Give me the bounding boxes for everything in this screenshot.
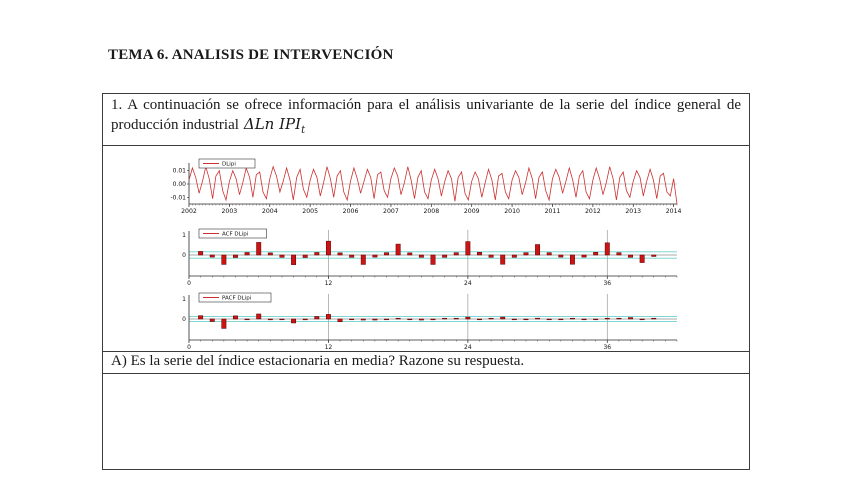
charts-area: 0.01 0.00 -0.01 2002 2003 2004 2005 2006 2007 200… xyxy=(103,146,749,352)
svg-text:36: 36 xyxy=(603,280,611,287)
svg-text:2006: 2006 xyxy=(343,208,359,215)
svg-text:12: 12 xyxy=(325,280,333,287)
svg-text:PACF DLipi: PACF DLipi xyxy=(222,296,252,302)
svg-text:0.01: 0.01 xyxy=(173,168,187,175)
svg-text:12: 12 xyxy=(325,344,333,351)
svg-text:2009: 2009 xyxy=(464,208,480,215)
ipi-series-line-chart: 0.01 0.00 -0.01 2002 2003 2004 2005 2006 2007 200… xyxy=(170,158,682,215)
question-a-text: A) Es la serie del índice estacionaria e… xyxy=(111,353,525,369)
svg-text:2003: 2003 xyxy=(222,208,238,215)
svg-text:-0.01: -0.01 xyxy=(170,194,186,201)
svg-text:2014: 2014 xyxy=(666,208,682,215)
svg-text:24: 24 xyxy=(464,280,472,287)
svg-text:2012: 2012 xyxy=(585,208,601,215)
svg-text:DLipi: DLipi xyxy=(222,162,236,168)
question-1-text: 1. A continuación se ofrece información … xyxy=(111,97,741,133)
svg-text:1: 1 xyxy=(182,232,186,239)
svg-text:0: 0 xyxy=(187,344,191,351)
question-box: 1. A continuación se ofrece información … xyxy=(102,93,750,470)
question-a-cell: A) Es la serie del índice estacionaria e… xyxy=(103,352,749,374)
svg-text:2008: 2008 xyxy=(423,208,439,215)
svg-text:24: 24 xyxy=(464,344,472,351)
svg-text:ACF DLipi: ACF DLipi xyxy=(222,232,249,238)
svg-text:2002: 2002 xyxy=(181,208,197,215)
svg-text:0: 0 xyxy=(182,316,186,323)
svg-text:2010: 2010 xyxy=(504,208,520,215)
svg-text:2011: 2011 xyxy=(545,208,561,215)
formula-delta-ln-ipi: ΔLn IPIt xyxy=(243,115,306,136)
svg-text:2013: 2013 xyxy=(625,208,641,215)
page-title: TEMA 6. ANALISIS DE INTERVENCIÓN xyxy=(108,47,394,63)
svg-text:2005: 2005 xyxy=(302,208,318,215)
acf-bar-chart: 0 12 24 36 1 0 ACF DLipi xyxy=(182,228,678,287)
svg-text:0: 0 xyxy=(187,280,191,287)
svg-text:36: 36 xyxy=(603,344,611,351)
answer-space xyxy=(103,374,749,474)
svg-text:2004: 2004 xyxy=(262,208,278,215)
pacf-bar-chart: 0 12 24 36 1 0 PACF DLipi xyxy=(182,292,678,351)
svg-text:0.00: 0.00 xyxy=(173,181,187,188)
question-1-cell: 1. A continuación se ofrece información … xyxy=(103,94,749,146)
svg-text:2007: 2007 xyxy=(383,208,399,215)
svg-text:0: 0 xyxy=(182,252,186,259)
svg-text:1: 1 xyxy=(182,296,186,303)
